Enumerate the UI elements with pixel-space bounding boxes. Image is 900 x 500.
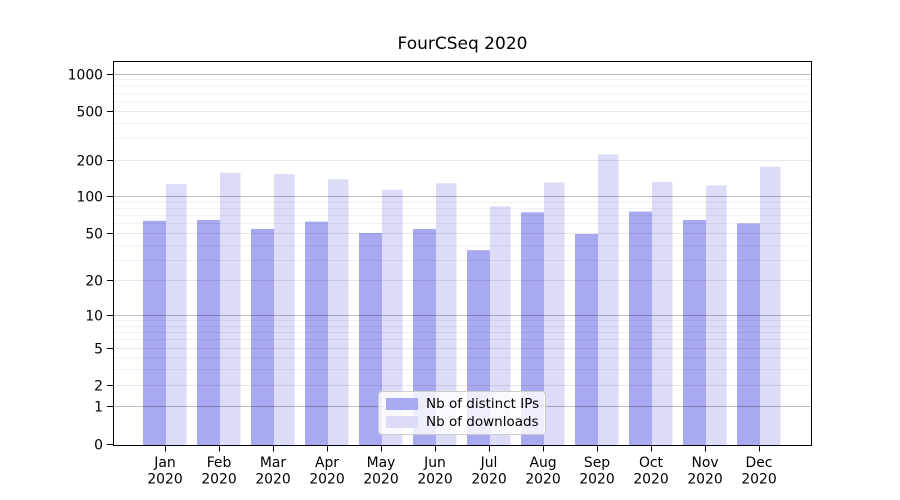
y-tick-label: 1000 xyxy=(68,68,103,84)
y-tick-label: 2 xyxy=(94,379,103,395)
bar-distinct-ips xyxy=(251,228,274,445)
bar-distinct-ips xyxy=(197,219,220,445)
legend-label-distinct-ips: Nb of distinct IPs xyxy=(426,396,540,413)
chart-title: FourCSeq 2020 xyxy=(397,34,528,54)
bar-downloads xyxy=(490,206,511,445)
x-tick-label-year: 2020 xyxy=(687,472,722,488)
x-tick-label-year: 2020 xyxy=(255,472,290,488)
x-tick-label-year: 2020 xyxy=(741,472,776,488)
bar-downloads xyxy=(760,166,781,445)
plot-border xyxy=(113,61,812,446)
x-tick-label-year: 2020 xyxy=(147,472,182,488)
x-tick-label-year: 2020 xyxy=(417,472,452,488)
bars-group xyxy=(143,154,781,446)
bar-downloads xyxy=(166,184,187,445)
x-tick-label-month: Mar xyxy=(260,455,286,471)
bar-downloads xyxy=(706,185,727,445)
x-tick-label-year: 2020 xyxy=(363,472,398,488)
y-tick-label: 20 xyxy=(85,274,103,290)
x-tick-label-year: 2020 xyxy=(633,472,668,488)
bar-distinct-ips xyxy=(305,221,328,445)
bar-downloads xyxy=(328,179,349,445)
x-tick-label-year: 2020 xyxy=(579,472,614,488)
x-tick-label-month: Sep xyxy=(584,455,610,471)
x-tick-label-month: Oct xyxy=(639,455,664,471)
y-tick-label: 5 xyxy=(94,342,103,358)
y-axis: 0 1 2 5 10 20 50 100 200 500 1000 xyxy=(68,68,114,454)
bar-downloads xyxy=(220,172,241,445)
legend: Nb of distinct IPs Nb of downloads xyxy=(378,391,546,435)
bar-downloads xyxy=(652,182,673,445)
y-tick-label: 0 xyxy=(94,438,103,454)
y-tick-label: 1 xyxy=(94,400,103,416)
x-tick-label-month: Jan xyxy=(153,455,175,471)
x-tick-label-month: Dec xyxy=(746,455,773,471)
bar-downloads xyxy=(544,182,565,446)
x-tick-label-year: 2020 xyxy=(525,472,560,488)
x-tick-label-year: 2020 xyxy=(309,472,344,488)
y-tick-label: 10 xyxy=(85,309,103,325)
bar-downloads xyxy=(382,189,403,445)
bar-downloads xyxy=(598,154,619,445)
gridlines xyxy=(113,74,812,407)
bar-distinct-ips xyxy=(629,211,652,445)
bar-downloads xyxy=(436,183,457,445)
bar-distinct-ips xyxy=(143,220,166,445)
x-tick-label-month: Aug xyxy=(529,455,556,471)
legend-swatch-distinct-ips-icon xyxy=(386,398,418,411)
bar-distinct-ips xyxy=(683,219,706,445)
y-tick-label: 50 xyxy=(85,227,103,243)
bar-distinct-ips xyxy=(413,228,436,445)
y-tick-label: 100 xyxy=(76,190,103,206)
bar-downloads xyxy=(274,174,295,445)
legend-swatch-downloads-icon xyxy=(386,415,418,428)
x-tick-label-month: Jul xyxy=(480,455,498,471)
bar-distinct-ips xyxy=(737,223,760,445)
x-tick-label-month: Feb xyxy=(207,455,232,471)
bar-distinct-ips xyxy=(359,232,382,445)
legend-item-distinct-ips: Nb of distinct IPs xyxy=(386,396,540,413)
bar-distinct-ips xyxy=(575,234,598,445)
x-tick-label-year: 2020 xyxy=(471,472,506,488)
x-tick-label-month: Nov xyxy=(691,455,718,471)
x-tick-label-month: Jun xyxy=(423,455,446,471)
legend-label-downloads: Nb of downloads xyxy=(426,413,539,430)
x-tick-label-year: 2020 xyxy=(201,472,236,488)
bar-distinct-ips xyxy=(521,212,544,445)
y-tick-label: 500 xyxy=(76,105,103,121)
legend-item-downloads: Nb of downloads xyxy=(386,413,539,430)
y-tick-label: 200 xyxy=(76,154,103,170)
x-tick-label-month: Apr xyxy=(315,455,339,471)
x-tick-label-month: May xyxy=(367,455,396,471)
x-axis: Jan2020Feb2020Mar2020Apr2020May2020Jun20… xyxy=(147,445,777,488)
